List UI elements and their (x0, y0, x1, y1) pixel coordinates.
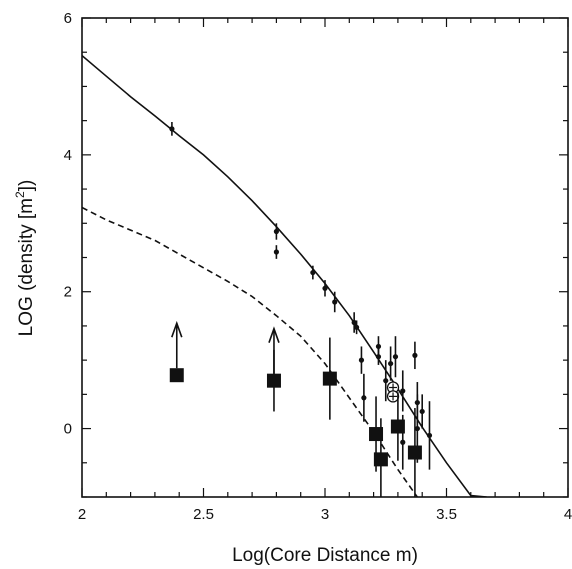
data-point (392, 354, 399, 360)
data-point (419, 408, 425, 415)
data-point (388, 360, 394, 367)
x-tick-label: 3 (321, 506, 329, 523)
x-tick-label: 3.5 (436, 506, 457, 523)
arrow-head (171, 320, 183, 338)
data-point (412, 352, 418, 358)
data-point (400, 439, 406, 445)
arrow-head (268, 326, 280, 343)
data-point (353, 324, 360, 330)
data-point (400, 388, 406, 394)
y-tick-label: 4 (64, 147, 72, 164)
data-point (351, 319, 357, 326)
data-point (322, 285, 328, 291)
x-tick-label: 2.5 (193, 506, 214, 523)
y-tick-label: 0 (64, 421, 72, 438)
square-marker (322, 371, 337, 386)
square-marker (369, 427, 384, 442)
data-point (273, 249, 279, 255)
data-point (426, 432, 433, 439)
y-axis-title-superscript: 2 (13, 191, 27, 198)
square-marker (266, 373, 281, 388)
square-marker (407, 445, 422, 460)
y-tick-label: 2 (64, 284, 72, 301)
x-tick-label: 2 (78, 506, 86, 523)
y-tick-label: 6 (64, 10, 72, 27)
data-point (361, 395, 367, 401)
square-marker (390, 419, 405, 434)
data-point (310, 269, 316, 276)
x-axis-title: Log(Core Distance m) (232, 545, 418, 566)
data-point (169, 126, 175, 132)
x-tick-label: 4 (564, 506, 572, 523)
plot-frame (81, 17, 569, 498)
data-point (375, 343, 382, 350)
data-point (332, 299, 338, 305)
data-point (383, 378, 389, 384)
data-point (273, 228, 279, 235)
square-marker (169, 368, 184, 383)
model-curve-dashed (82, 206, 418, 497)
data-point (375, 354, 382, 360)
model-curve-solid (82, 54, 487, 497)
data-point (414, 425, 420, 432)
y-axis-title-tail: ]) (16, 180, 37, 192)
data-point (358, 357, 365, 363)
y-axis-title-main: LOG (density [m (16, 198, 37, 336)
y-axis-title: LOG (density [m2]) (13, 180, 37, 337)
square-marker (373, 452, 388, 467)
